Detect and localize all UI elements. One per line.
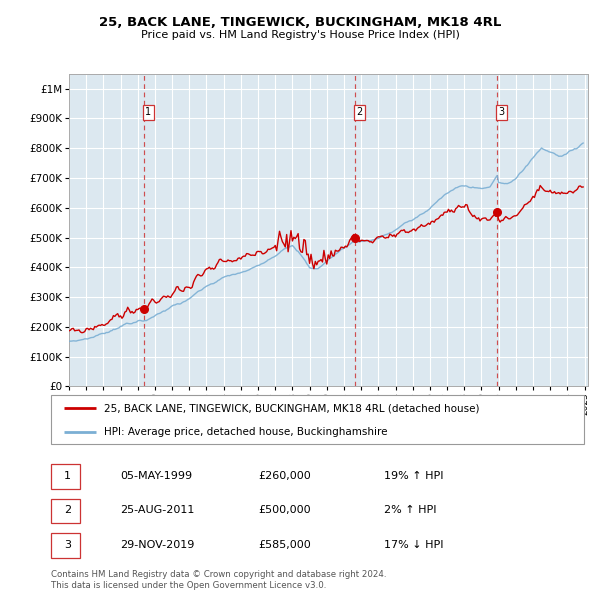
Text: 05-MAY-1999: 05-MAY-1999: [120, 471, 192, 481]
Text: 25, BACK LANE, TINGEWICK, BUCKINGHAM, MK18 4RL: 25, BACK LANE, TINGEWICK, BUCKINGHAM, MK…: [99, 16, 501, 29]
Text: 3: 3: [64, 540, 71, 549]
Text: 25-AUG-2011: 25-AUG-2011: [120, 506, 194, 515]
Text: £260,000: £260,000: [258, 471, 311, 481]
Text: This data is licensed under the Open Government Licence v3.0.: This data is licensed under the Open Gov…: [51, 581, 326, 589]
Text: 25, BACK LANE, TINGEWICK, BUCKINGHAM, MK18 4RL (detached house): 25, BACK LANE, TINGEWICK, BUCKINGHAM, MK…: [104, 404, 480, 414]
Text: 17% ↓ HPI: 17% ↓ HPI: [384, 540, 443, 549]
Text: 3: 3: [499, 107, 505, 117]
FancyBboxPatch shape: [51, 395, 584, 444]
Text: 2% ↑ HPI: 2% ↑ HPI: [384, 506, 437, 515]
Text: 19% ↑ HPI: 19% ↑ HPI: [384, 471, 443, 481]
Text: £500,000: £500,000: [258, 506, 311, 515]
Text: 2: 2: [64, 506, 71, 515]
Text: Contains HM Land Registry data © Crown copyright and database right 2024.: Contains HM Land Registry data © Crown c…: [51, 570, 386, 579]
Text: 1: 1: [145, 107, 151, 117]
Text: Price paid vs. HM Land Registry's House Price Index (HPI): Price paid vs. HM Land Registry's House …: [140, 30, 460, 40]
Text: HPI: Average price, detached house, Buckinghamshire: HPI: Average price, detached house, Buck…: [104, 427, 388, 437]
Text: £585,000: £585,000: [258, 540, 311, 549]
Text: 2: 2: [356, 107, 362, 117]
Text: 1: 1: [64, 471, 71, 481]
Text: 29-NOV-2019: 29-NOV-2019: [120, 540, 194, 549]
